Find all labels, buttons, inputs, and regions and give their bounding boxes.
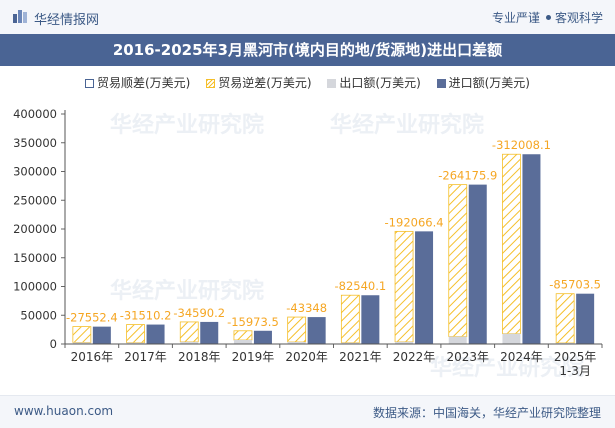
watermark-text: 华经产业研究院	[430, 355, 584, 381]
deficit-data-label: -27552.4	[66, 311, 118, 325]
export-bar	[502, 333, 521, 344]
deficit-data-label: -82540.1	[334, 279, 386, 293]
tag-professional: 专业严谨	[491, 11, 540, 25]
export-bar	[448, 336, 467, 344]
legend-item-export: 出口额(万美元)	[327, 74, 421, 91]
deficit-bar	[448, 184, 468, 337]
deficit-bar	[555, 293, 575, 344]
deficit-data-label: -192066.4	[385, 215, 444, 229]
x-tick-label: 2021年	[339, 350, 382, 364]
y-tick-label: 300000	[13, 165, 57, 179]
separator-dot-icon	[545, 15, 551, 20]
export-bar	[233, 339, 252, 344]
legend-label-export: 出口额(万美元)	[339, 76, 421, 90]
import-bar	[468, 184, 487, 344]
export-bar	[556, 342, 575, 344]
legend-label-surplus: 贸易顺差(万美元)	[97, 76, 191, 90]
import-bar	[146, 324, 165, 344]
chart-title: 2016-2025年3月黑河市(境内目的地/货源地)进出口差额	[112, 41, 503, 59]
legend-item-deficit: 贸易逆差(万美元)	[206, 74, 312, 91]
import-bar	[92, 326, 111, 344]
x-tick-label: 2025年	[554, 350, 597, 364]
y-tick-label: 350000	[13, 136, 57, 150]
y-tick-label: 250000	[13, 193, 57, 207]
x-tick-label: 2018年	[178, 350, 221, 364]
legend-label-deficit: 贸易逆差(万美元)	[218, 76, 312, 90]
export-bar	[287, 341, 306, 344]
y-tick-label: 0	[50, 337, 57, 351]
huajing-logo-icon	[13, 10, 27, 23]
x-tick-label: 2022年	[393, 350, 436, 364]
y-tick-label: 400000	[13, 107, 57, 121]
y-tick-label: 150000	[13, 251, 57, 265]
watermark-text: 华经产业研究院	[330, 112, 484, 138]
chart-legend: 贸易顺差(万美元) 贸易逆差(万美元) 出口额(万美元) 进口额(万美元)	[0, 74, 615, 91]
legend-item-surplus: 贸易顺差(万美元)	[85, 74, 190, 91]
deficit-bar	[287, 316, 307, 343]
deficit-data-label: -43348	[286, 301, 327, 315]
x-tick-label: 2016年	[71, 350, 114, 364]
watermark-text: 华经产业研究院	[110, 112, 264, 138]
legend-swatch-deficit	[206, 79, 216, 88]
x-tick-label: 2019年	[232, 350, 275, 364]
legend-item-import: 进口额(万美元)	[436, 74, 530, 91]
y-tick-label: 50000	[20, 308, 57, 322]
import-bar	[200, 321, 219, 344]
deficit-data-label: -85703.5	[549, 278, 601, 292]
deficit-bar	[394, 230, 414, 343]
x-tick-label: 1-3月	[559, 364, 591, 378]
x-tick-label: 2017年	[124, 350, 167, 364]
legend-swatch-import	[436, 79, 446, 88]
deficit-bar	[502, 153, 521, 335]
watermark-text: 华经产业研究院	[110, 278, 264, 304]
header-tags: 专业严谨 客观科学	[492, 9, 603, 26]
footer-source: 数据来源：中国海关，华经产业研究院整理	[372, 406, 601, 420]
deficit-data-label: -312008.1	[492, 138, 551, 152]
import-bar	[522, 154, 541, 344]
brand-name: 华经情报网	[34, 13, 100, 28]
deficit-data-label: -31510.2	[120, 309, 172, 323]
import-bar	[307, 317, 326, 344]
legend-swatch-export	[327, 79, 337, 88]
legend-label-import: 进口额(万美元)	[448, 76, 530, 90]
footer-bar: www.huaon.com 数据来源：中国海关，华经产业研究院整理	[0, 395, 615, 428]
deficit-data-label: -34590.2	[173, 306, 225, 320]
import-bar	[576, 293, 595, 344]
export-bar	[395, 341, 414, 344]
tag-objective: 客观科学	[554, 11, 603, 25]
x-tick-label: 2024年	[500, 350, 543, 364]
x-tick-label: 2023年	[446, 350, 489, 364]
import-bar	[253, 330, 272, 344]
plot-area: 0 50000 100000 150000 200000 250000 300000 3500…	[13, 107, 603, 378]
deficit-bar	[126, 324, 145, 344]
export-bar	[341, 342, 360, 344]
deficit-data-label: -264175.9	[438, 169, 497, 183]
export-bar	[126, 342, 145, 344]
x-tick-label: 2020年	[285, 350, 328, 364]
deficit-data-label: -15973.5	[227, 315, 279, 329]
import-bar	[415, 231, 434, 344]
deficit-bar	[233, 330, 253, 341]
import-bar	[361, 295, 380, 344]
deficit-bar	[340, 294, 360, 344]
footer-website: www.huaon.com	[14, 404, 114, 418]
deficit-bar	[72, 326, 92, 343]
legend-swatch-surplus	[85, 79, 94, 88]
export-bar	[180, 341, 199, 344]
export-bar	[72, 342, 91, 344]
deficit-bar	[179, 321, 199, 343]
y-tick-label: 100000	[13, 280, 57, 294]
y-tick-label: 200000	[13, 222, 57, 236]
title-bar: 2016-2025年3月黑河市(境内目的地/货源地)进出口差额	[0, 34, 615, 66]
